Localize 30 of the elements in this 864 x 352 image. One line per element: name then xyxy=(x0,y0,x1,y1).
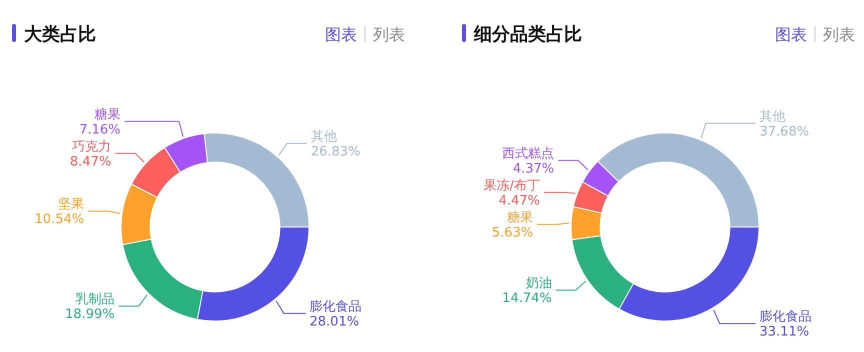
text: 列表 xyxy=(823,25,855,44)
slice-label: 西式糕点 xyxy=(502,146,554,162)
slice-label: 糖果 xyxy=(507,210,534,226)
slice-label: 膨化食品 xyxy=(310,299,362,314)
text: 图表 xyxy=(775,25,807,44)
slice-label: 糖果 xyxy=(94,107,120,122)
data-label: 18.99% xyxy=(65,307,115,322)
data-label: 14.74% xyxy=(502,291,552,306)
data-label: 10.54% xyxy=(34,212,84,228)
text: 图表 xyxy=(325,25,357,44)
data-label: 4.47% xyxy=(498,193,540,208)
data-label: 28.01% xyxy=(310,314,360,330)
text: 列表 xyxy=(373,25,405,44)
chart-title: 大类占比 xyxy=(23,24,96,45)
data-label: 8.47% xyxy=(70,154,112,170)
data-label: 37.68% xyxy=(760,124,810,140)
slice-label: 乳制品 xyxy=(76,292,115,308)
data-label: 4.37% xyxy=(512,161,554,176)
data-label: 26.83% xyxy=(310,144,360,160)
data-label: 33.11% xyxy=(760,324,810,340)
chart-title: 细分品类占比 xyxy=(473,24,582,45)
data-label: 5.63% xyxy=(492,225,534,240)
slice-label: 其他 xyxy=(760,109,786,124)
slice-label: 奶油 xyxy=(526,276,552,292)
data-label: 7.16% xyxy=(79,122,120,138)
slice-label: 其他 xyxy=(310,129,337,144)
slice-label: 膨化食品 xyxy=(760,310,812,325)
slice-label: 果冻/布丁 xyxy=(484,178,540,194)
slice-label: 巧克力 xyxy=(72,139,112,154)
slice-label: 坚果 xyxy=(58,197,84,212)
